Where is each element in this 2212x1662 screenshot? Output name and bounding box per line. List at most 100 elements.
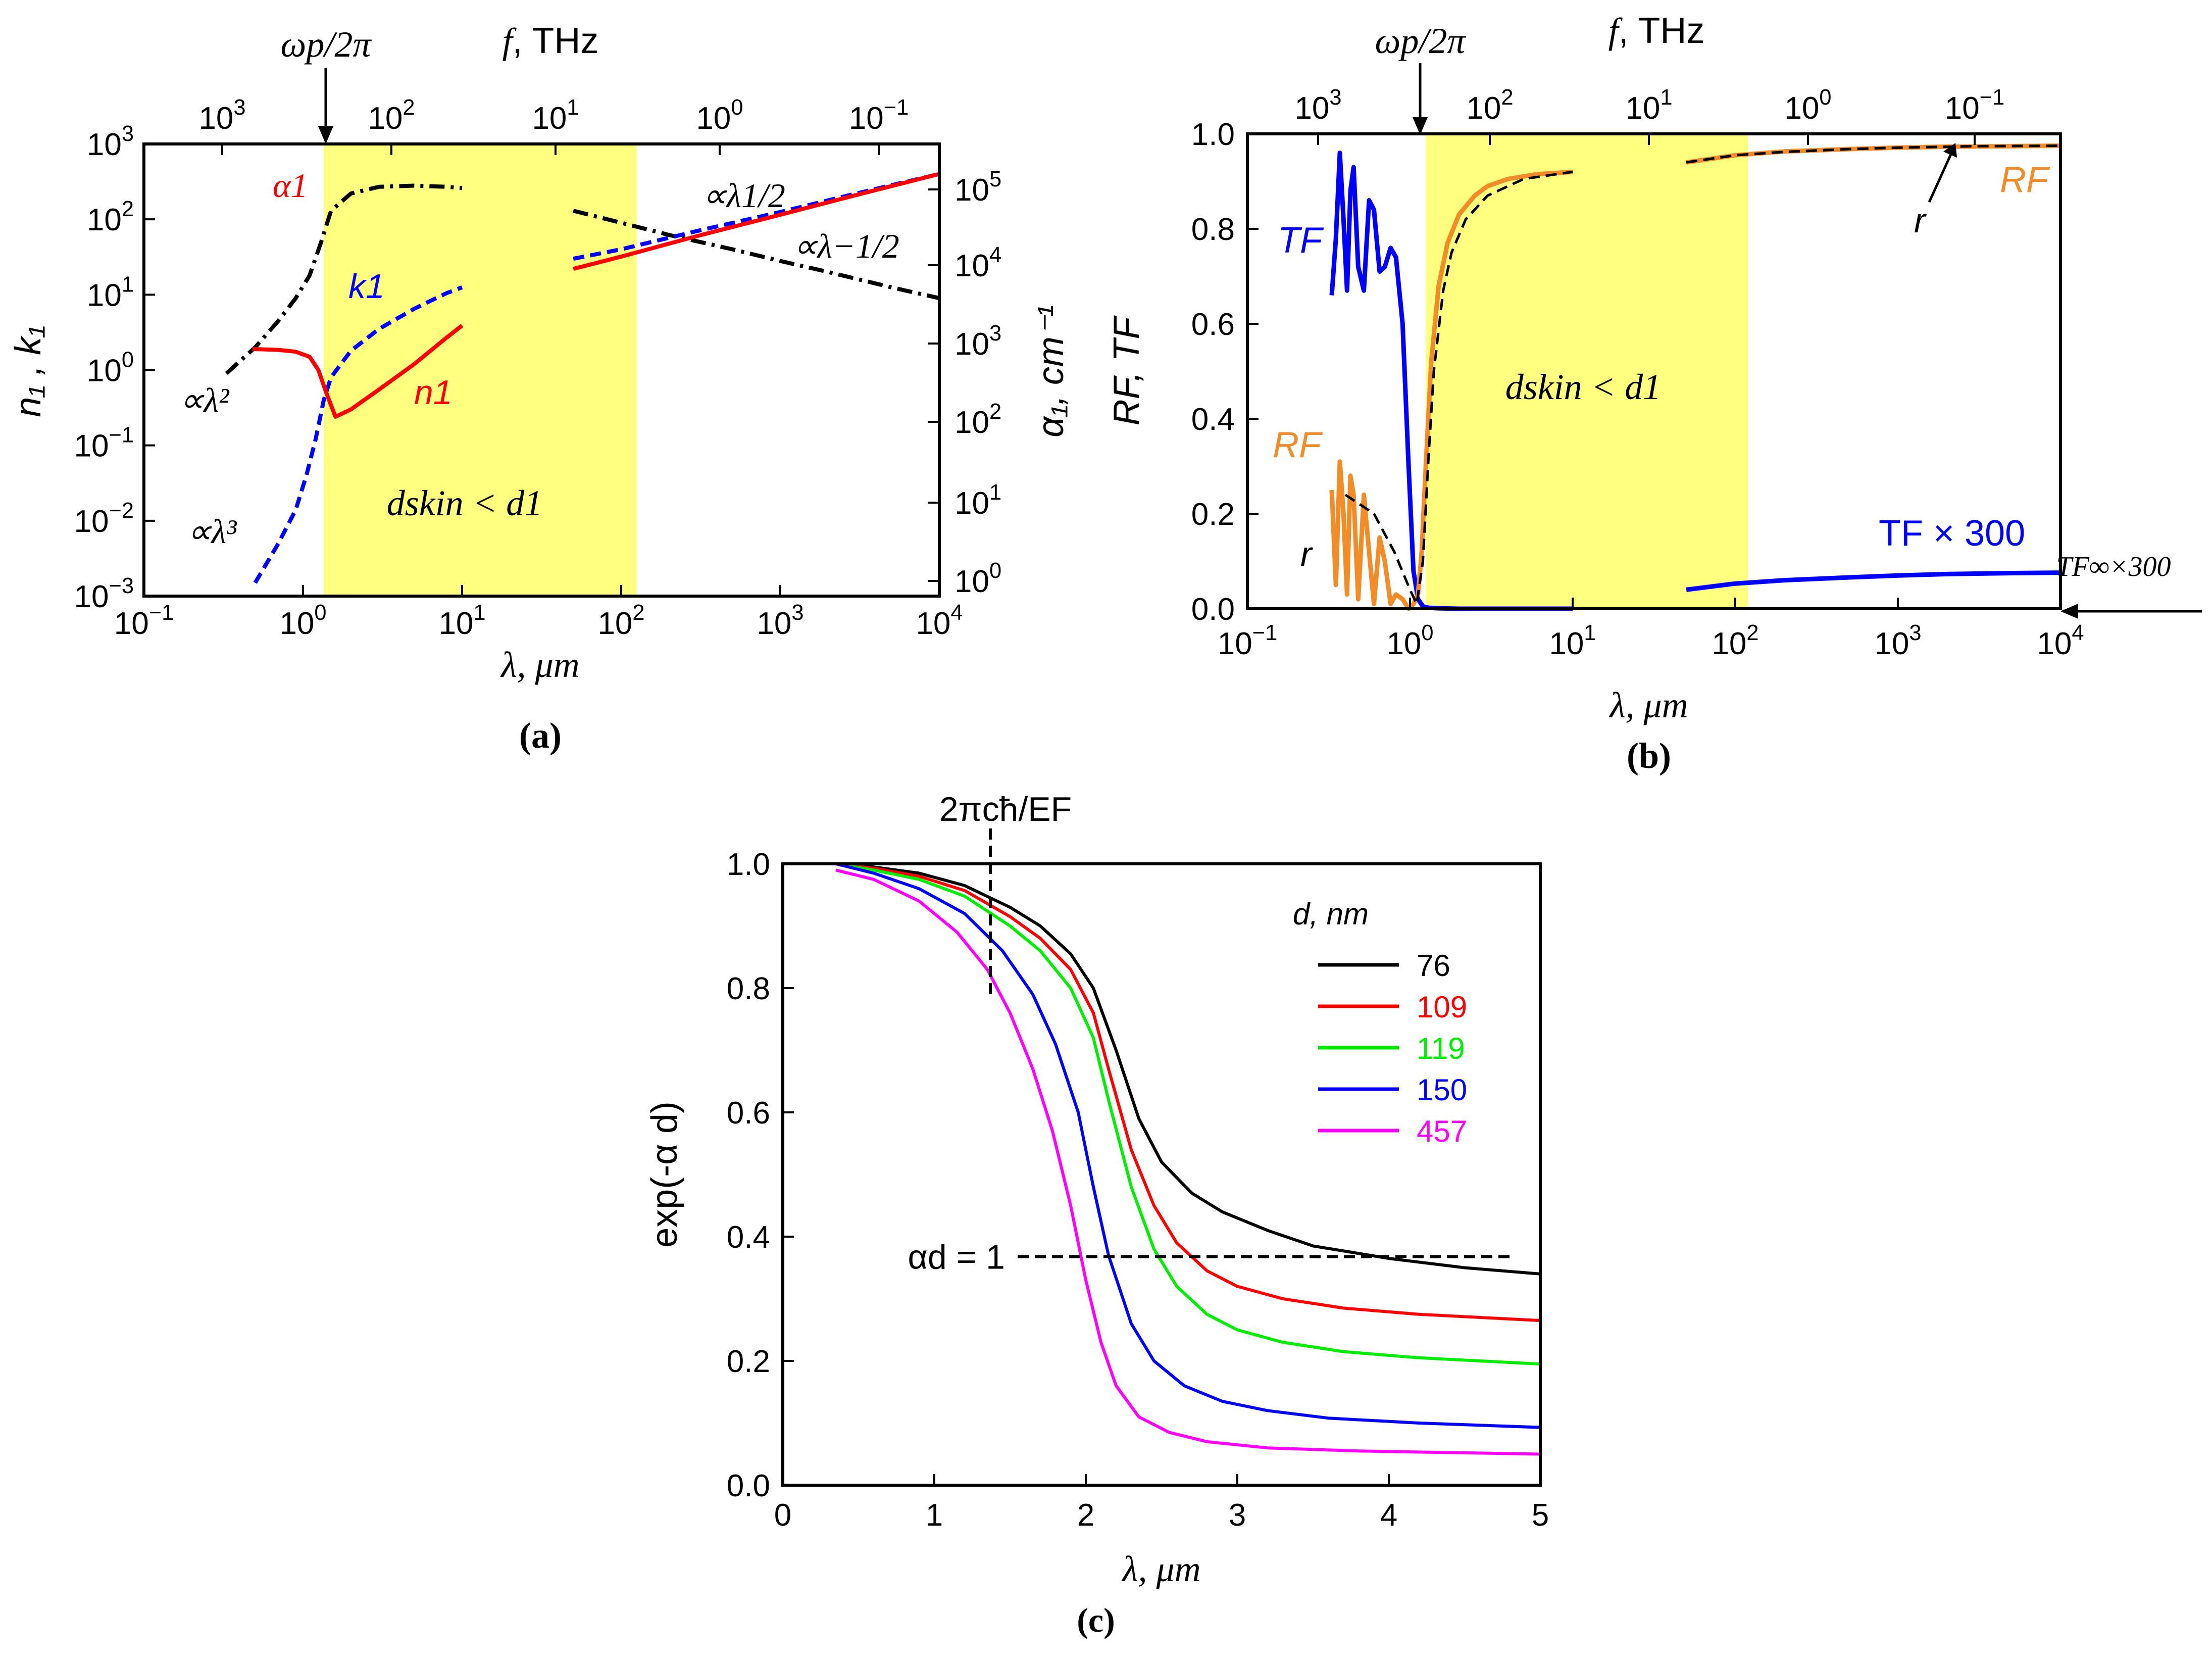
- a-series-group: [225, 172, 940, 584]
- a-series-1-seg-0: [253, 285, 463, 584]
- panel-a: 10−1 100 101 102 103 104 10−3 10−2 10−1 100 101 102…: [8, 21, 1071, 756]
- b-ann-tfinf: TF∞×300: [2056, 551, 2171, 582]
- a-ytick-label-4: 101: [87, 272, 134, 313]
- a-y2tick-label-1: 101: [954, 480, 1001, 521]
- b-shaded-region: [1426, 134, 1748, 609]
- a-ann-skin: dskin < d1: [387, 483, 543, 523]
- b-plot-frame: [1246, 132, 2062, 610]
- a-y2label: α₁, cm⁻¹: [1031, 305, 1071, 437]
- b-r-right-arrowhead: [1943, 143, 1957, 158]
- a-shaded-region: [324, 144, 637, 596]
- b-series-1-seg-0: [1329, 169, 1573, 611]
- b-toptick-label-1: 102: [1466, 85, 1513, 126]
- b-xtick-label-3: 102: [1712, 621, 1758, 661]
- b-ann-r-right: r: [1914, 202, 1927, 240]
- b-series-0-seg-0: [1329, 151, 1573, 611]
- a-ytick-label-3: 100: [87, 348, 134, 388]
- b-ann-rf-right: RF: [2000, 160, 2050, 200]
- c-vline-label: 2πcħ/EF: [939, 790, 1072, 828]
- a-toptick-label-0: 103: [198, 95, 245, 136]
- c-legend-label-3: 150: [1417, 1073, 1467, 1107]
- b-toptick-label-4: 10−1: [1945, 85, 2004, 126]
- a-ann-n: n1: [414, 373, 453, 412]
- c-plot-frame: [781, 862, 1542, 1487]
- a-ylabel: n₁ , k₁: [8, 325, 48, 417]
- a-ytick-label-1: 10−2: [74, 499, 134, 539]
- b-plasma-arrowhead: [1413, 117, 1428, 135]
- a-xtick-label-5: 104: [916, 601, 963, 641]
- c-series-3-seg-0: [835, 862, 1541, 1429]
- c-ytick-label-5: 1.0: [727, 847, 770, 882]
- b-ann-tf: TF: [1278, 220, 1324, 261]
- c-series-group: [835, 862, 1541, 1456]
- a-xlabel: λ, μm: [500, 645, 579, 685]
- b-ytick-label-0: 0.0: [1191, 592, 1235, 627]
- c-ylabel: exp(-α d): [644, 1101, 685, 1248]
- a-ytick-label-6: 103: [87, 122, 134, 162]
- panel-c: 0 1 2 3 4 50.00.20.40.60.81.0 2πcħ/EF αd = 1 …: [644, 790, 1549, 1639]
- a-top-axis-label: f, THz: [502, 21, 599, 61]
- b-xlabel: λ, μm: [1608, 685, 1688, 725]
- a-panel-label: (a): [519, 715, 562, 756]
- b-toptick-label-3: 100: [1784, 85, 1831, 126]
- c-xtick-label-5: 5: [1532, 1498, 1549, 1533]
- c-ytick-label-1: 0.2: [727, 1344, 770, 1379]
- c-xtick-label-0: 0: [774, 1498, 791, 1533]
- b-ann-r-left: r: [1300, 535, 1313, 573]
- a-toptick-label-4: 10−1: [849, 95, 909, 136]
- c-series-2-seg-0: [835, 862, 1541, 1366]
- a-xtick-label-3: 102: [597, 601, 644, 641]
- b-ylabel: RF, TF: [1107, 315, 1147, 426]
- a-toptick-label-1: 102: [368, 95, 415, 136]
- a-ticks: 10−1 100 101 102 103 104 10−3 10−2 10−1 100 101 102…: [74, 95, 1002, 641]
- b-ytick-label-1: 0.2: [1191, 497, 1235, 532]
- a-xtick-label-0: 10−1: [114, 601, 174, 641]
- a-ann-lam2: ∝λ²: [179, 381, 230, 419]
- a-xtick-label-4: 103: [757, 601, 803, 641]
- c-series-1-seg-0: [835, 862, 1541, 1323]
- b-tfinf-arrowhead: [2060, 604, 2078, 619]
- a-series-2-seg-1: [573, 172, 940, 271]
- c-xtick-label-1: 1: [926, 1498, 943, 1533]
- c-ytick-label-2: 0.4: [727, 1220, 770, 1255]
- a-series-2-seg-0: [252, 324, 464, 419]
- c-series-4-seg-0: [835, 868, 1541, 1456]
- b-xtick-label-4: 103: [1874, 621, 1921, 661]
- b-xtick-label-1: 100: [1386, 621, 1433, 661]
- c-ytick-label-4: 0.8: [727, 971, 770, 1006]
- c-xlabel: λ, μm: [1121, 1549, 1200, 1589]
- a-xtick-label-1: 100: [279, 601, 326, 641]
- a-plasma-arrowhead: [318, 126, 333, 144]
- a-ytick-label-0: 10−3: [74, 574, 134, 614]
- b-series-group: [1329, 143, 2061, 611]
- b-ann-skin: dskin < d1: [1505, 367, 1662, 407]
- c-xtick-label-2: 2: [1077, 1498, 1094, 1533]
- a-series-0-seg-1: [573, 209, 940, 301]
- c-legend-title: d, nm: [1293, 897, 1369, 931]
- a-y2tick-label-5: 105: [954, 167, 1001, 208]
- b-xtick-label-0: 10−1: [1218, 621, 1277, 661]
- b-panel-label: (b): [1627, 736, 1671, 776]
- b-ytick-label-3: 0.6: [1191, 307, 1235, 342]
- b-ytick-label-4: 0.8: [1191, 212, 1235, 247]
- a-ytick-label-2: 10−1: [74, 423, 134, 464]
- c-xtick-label-4: 4: [1380, 1498, 1397, 1533]
- b-toptick-label-0: 103: [1294, 85, 1341, 126]
- b-ticks: 10−1 100 101 102 103 104 0.0 0.2 0.4 0.6 0.8 1.0 103…: [1191, 85, 2084, 661]
- c-xtick-label-3: 3: [1229, 1498, 1246, 1533]
- c-hline-label: αd = 1: [908, 1238, 1005, 1276]
- b-ann-rf-left: RF: [1273, 425, 1323, 465]
- a-ann-lam3: ∝λ³: [187, 512, 237, 551]
- a-ann-lam12: ∝λ1/2: [702, 176, 785, 215]
- a-y2tick-label-4: 104: [954, 243, 1001, 283]
- b-ytick-label-5: 1.0: [1191, 117, 1235, 152]
- c-ticks: 0 1 2 3 4 5 0.0 0.2 0.4 0.6 0.8 1.0: [727, 847, 1549, 1533]
- a-ann-alpha: α1: [273, 166, 308, 205]
- a-toptick-label-2: 101: [532, 95, 579, 136]
- a-series-0-seg-0: [225, 183, 463, 375]
- b-xtick-label-5: 104: [2037, 621, 2084, 661]
- c-series-0-seg-0: [835, 862, 1541, 1276]
- a-y2tick-label-3: 103: [954, 321, 1001, 362]
- panel-b: 10−1 100 101 102 103 104 0.0 0.2 0.4 0.6 0.8 1.0 103…: [1107, 11, 2202, 776]
